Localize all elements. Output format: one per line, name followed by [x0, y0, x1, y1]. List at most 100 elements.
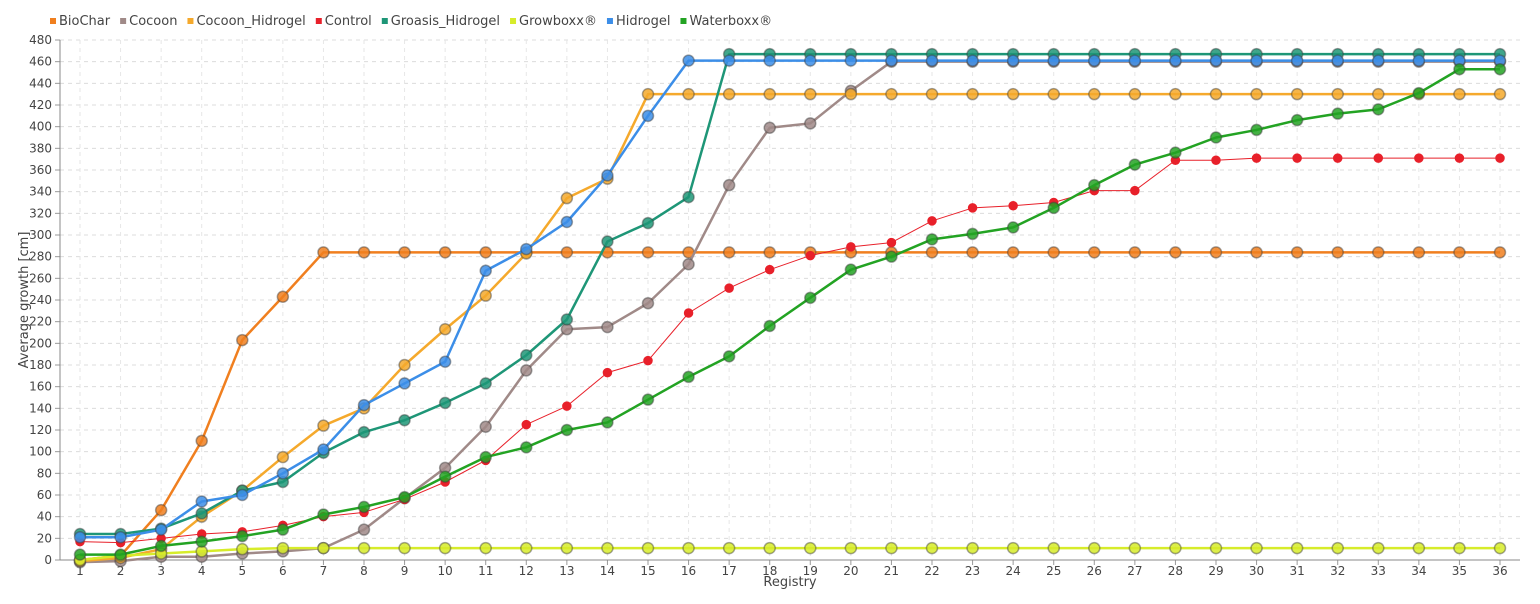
data-point-hidrogel[interactable] — [479, 264, 492, 277]
legend[interactable]: BioChar Cocoon Cocoon_Hidrogel Control Groas… — [50, 14, 772, 29]
data-point-control[interactable] — [805, 250, 816, 261]
data-point-cocoon-hidrogel[interactable] — [1493, 87, 1507, 101]
data-point-hidrogel[interactable] — [601, 169, 614, 182]
data-point-control[interactable] — [1414, 153, 1424, 163]
data-point-cocoon-hidrogel[interactable] — [1250, 87, 1263, 101]
series-line-control[interactable] — [79, 157, 1500, 544]
data-point-cocoon[interactable] — [601, 320, 614, 334]
data-point-biochar[interactable] — [1169, 246, 1182, 259]
data-point-waterboxx[interactable] — [1412, 86, 1426, 100]
data-point-control[interactable] — [967, 203, 978, 213]
data-point-cocoon-hidrogel[interactable] — [722, 87, 736, 101]
data-point-waterboxx[interactable] — [114, 548, 127, 561]
data-point-control[interactable] — [846, 242, 856, 252]
data-point-waterboxx[interactable] — [1209, 131, 1223, 144]
data-point-hidrogel[interactable] — [73, 531, 87, 544]
data-point-hidrogel[interactable] — [1250, 54, 1263, 67]
data-point-biochar[interactable] — [479, 246, 492, 259]
data-point-biochar[interactable] — [1453, 246, 1466, 259]
data-point-cocoon-hidrogel[interactable] — [641, 87, 655, 101]
data-point-biochar[interactable] — [722, 246, 736, 259]
data-point-hidrogel[interactable] — [1047, 54, 1060, 67]
data-point-growboxx[interactable] — [1290, 541, 1304, 555]
data-point-biochar[interactable] — [1088, 246, 1101, 259]
data-point-control[interactable] — [1495, 153, 1505, 163]
data-point-hidrogel[interactable] — [722, 54, 736, 67]
data-point-cocoon-hidrogel[interactable] — [398, 358, 411, 372]
data-point-waterboxx[interactable] — [520, 441, 533, 454]
data-point-growboxx[interactable] — [1128, 541, 1142, 555]
data-point-control[interactable] — [1251, 153, 1262, 163]
data-point-control[interactable] — [521, 419, 532, 430]
data-point-growboxx[interactable] — [398, 541, 411, 555]
data-point-waterboxx[interactable] — [1372, 103, 1385, 116]
data-point-growboxx[interactable] — [276, 541, 290, 555]
data-point-waterboxx[interactable] — [357, 500, 371, 514]
data-point-cocoon-hidrogel[interactable] — [804, 87, 817, 101]
data-point-growboxx[interactable] — [966, 541, 979, 555]
legend-item-cocoon[interactable]: Cocoon — [120, 14, 177, 29]
data-point-growboxx[interactable] — [1412, 541, 1426, 555]
data-point-control[interactable] — [1332, 153, 1343, 163]
data-point-hidrogel[interactable] — [925, 54, 939, 67]
data-point-cocoon-hidrogel[interactable] — [1209, 87, 1223, 101]
data-point-growboxx[interactable] — [479, 541, 492, 555]
data-point-cocoon-hidrogel[interactable] — [844, 87, 858, 101]
data-point-waterboxx[interactable] — [1088, 178, 1101, 192]
data-point-growboxx[interactable] — [1453, 541, 1466, 555]
data-point-biochar[interactable] — [925, 246, 939, 259]
data-point-waterboxx[interactable] — [1250, 123, 1263, 137]
data-point-growboxx[interactable] — [1088, 541, 1101, 555]
data-point-cocoon-hidrogel[interactable] — [1128, 87, 1142, 101]
data-point-biochar[interactable] — [1372, 246, 1385, 259]
data-point-waterboxx[interactable] — [1169, 146, 1182, 159]
data-point-growboxx[interactable] — [438, 541, 452, 555]
data-point-growboxx[interactable] — [763, 541, 776, 555]
legend-item-cocoon-hidrogel[interactable]: Cocoon_Hidrogel — [187, 14, 306, 29]
data-point-hidrogel[interactable] — [682, 54, 695, 67]
data-point-hidrogel[interactable] — [438, 355, 452, 368]
series-line-hidrogel[interactable] — [80, 59, 1500, 539]
data-point-waterboxx[interactable] — [844, 263, 858, 276]
data-point-biochar[interactable] — [1128, 246, 1142, 259]
data-point-groasis-hidrogel[interactable] — [641, 216, 655, 230]
legend-item-hidrogel[interactable]: Hidrogel — [606, 14, 671, 29]
data-point-growboxx[interactable] — [601, 541, 614, 555]
data-point-groasis-hidrogel[interactable] — [479, 377, 492, 390]
data-point-cocoon-hidrogel[interactable] — [885, 87, 898, 101]
series-hidrogel[interactable] — [73, 54, 1507, 544]
data-point-cocoon-hidrogel[interactable] — [1169, 87, 1182, 101]
data-point-cocoon-hidrogel[interactable] — [276, 450, 290, 464]
data-point-biochar[interactable] — [1209, 246, 1223, 259]
data-point-hidrogel[interactable] — [560, 215, 574, 229]
data-point-waterboxx[interactable] — [1453, 63, 1466, 76]
data-point-hidrogel[interactable] — [520, 242, 533, 256]
legend-item-groasis-hidrogel[interactable]: Groasis_Hidrogel — [381, 14, 500, 29]
data-point-waterboxx[interactable] — [1006, 221, 1020, 234]
data-point-groasis-hidrogel[interactable] — [520, 349, 533, 362]
data-point-growboxx[interactable] — [1169, 541, 1182, 555]
data-point-waterboxx[interactable] — [317, 508, 330, 521]
data-point-hidrogel[interactable] — [1290, 54, 1304, 67]
data-point-growboxx[interactable] — [560, 541, 574, 555]
data-point-waterboxx[interactable] — [479, 450, 492, 464]
data-point-biochar[interactable] — [1331, 246, 1344, 259]
data-point-hidrogel[interactable] — [1412, 54, 1426, 67]
data-point-growboxx[interactable] — [1493, 541, 1507, 555]
data-point-control[interactable] — [602, 367, 613, 378]
data-point-cocoon[interactable] — [682, 258, 695, 271]
data-point-biochar[interactable] — [1412, 246, 1426, 259]
series-line-growboxx[interactable] — [79, 546, 1500, 562]
data-point-biochar[interactable] — [1047, 246, 1060, 259]
data-point-groasis-hidrogel[interactable] — [195, 507, 208, 520]
data-point-cocoon[interactable] — [641, 297, 655, 310]
data-point-hidrogel[interactable] — [641, 109, 655, 123]
data-point-cocoon[interactable] — [357, 523, 371, 536]
data-point-growboxx[interactable] — [804, 541, 817, 555]
data-point-control[interactable] — [683, 308, 694, 318]
data-point-waterboxx[interactable] — [804, 291, 817, 305]
data-point-control[interactable] — [886, 237, 897, 248]
legend-item-waterboxx[interactable]: Waterboxx® — [680, 14, 772, 29]
data-point-control[interactable] — [927, 216, 937, 226]
data-point-cocoon[interactable] — [722, 178, 736, 192]
